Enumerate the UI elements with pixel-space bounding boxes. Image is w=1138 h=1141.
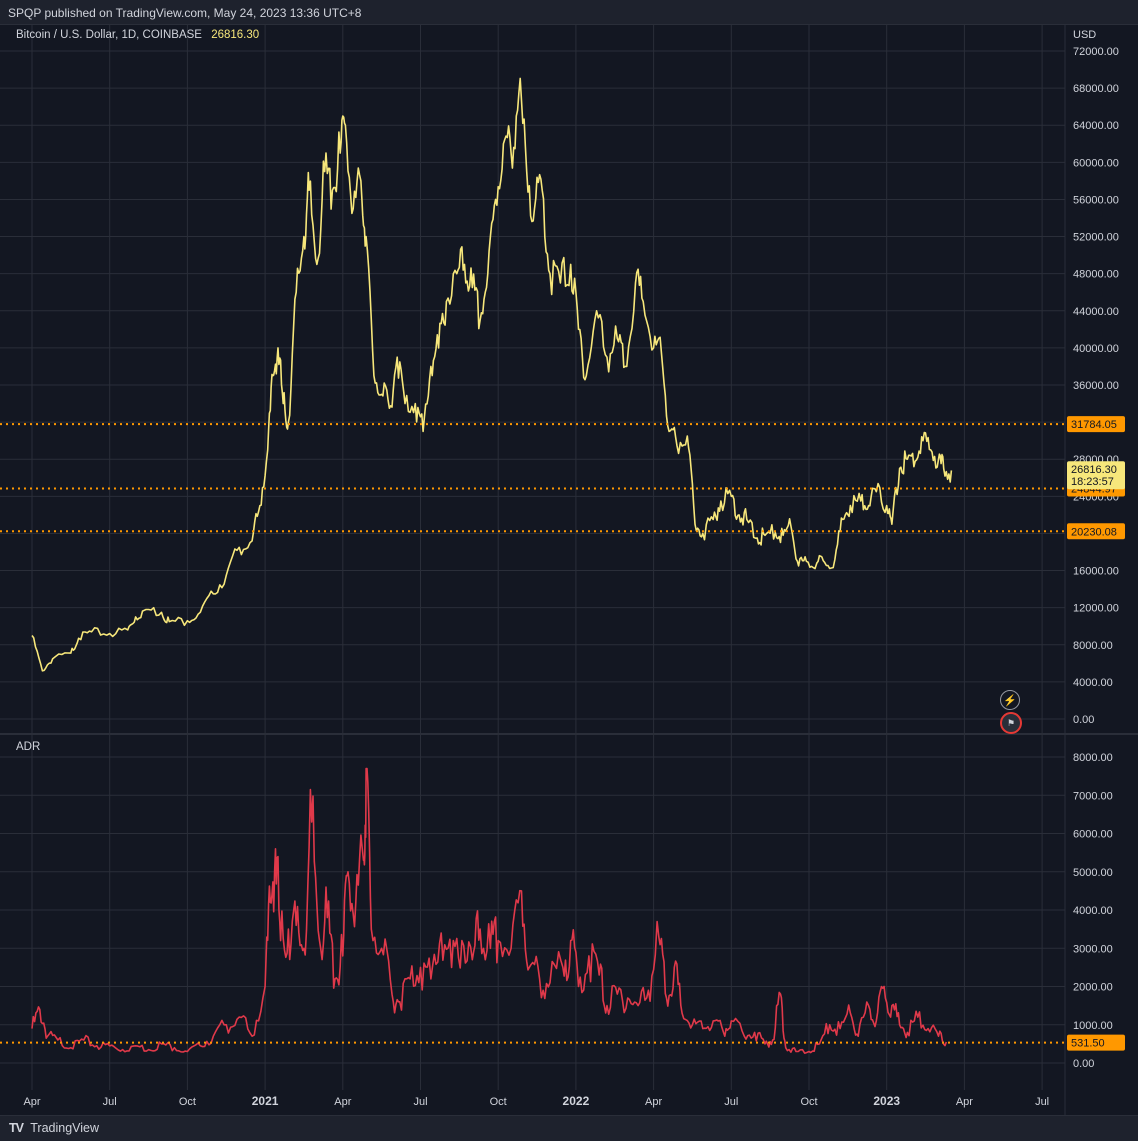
price-tick-label: 8000.00 bbox=[1073, 640, 1113, 652]
price-tick-label: 16000.00 bbox=[1073, 566, 1119, 578]
adr-level-box bbox=[1067, 1034, 1125, 1051]
price-tick-label: 12000.00 bbox=[1073, 603, 1119, 615]
x-tick-label: Jul bbox=[103, 1096, 117, 1108]
last-price-box bbox=[1067, 461, 1125, 490]
level-value: 31784.05 bbox=[1071, 419, 1117, 431]
x-tick-label: Jul bbox=[1035, 1096, 1049, 1108]
adr-tick-label: 0.00 bbox=[1073, 1058, 1094, 1070]
price-tick-label: 48000.00 bbox=[1073, 269, 1119, 281]
adr-tick-label: 8000.00 bbox=[1073, 752, 1113, 764]
x-tick-label: Oct bbox=[490, 1096, 507, 1108]
publish-info: SPQP published on TradingView.com, May 2… bbox=[8, 6, 362, 20]
adr-level-value: 531.50 bbox=[1071, 1038, 1105, 1050]
x-tick-label: Apr bbox=[23, 1096, 40, 1108]
adr-pane-label: ADR bbox=[16, 741, 41, 753]
x-tick-label: 2021 bbox=[252, 1094, 279, 1108]
x-tick-label: Apr bbox=[334, 1096, 351, 1108]
adr-tick-label: 5000.00 bbox=[1073, 867, 1113, 879]
adr-tick-label: 7000.00 bbox=[1073, 790, 1113, 802]
tradingview-brand[interactable]: TV TradingView bbox=[9, 1121, 99, 1135]
tradingview-logo-icon: TV bbox=[9, 1121, 24, 1135]
price-tick-label: 72000.00 bbox=[1073, 46, 1119, 58]
price-tick-label: 4000.00 bbox=[1073, 677, 1113, 689]
bar-countdown: 18:23:57 bbox=[1071, 476, 1114, 488]
adr-tick-label: 3000.00 bbox=[1073, 943, 1113, 955]
level-box bbox=[1067, 523, 1125, 540]
price-tick-label: 36000.00 bbox=[1073, 380, 1119, 392]
brand-text: TradingView bbox=[30, 1121, 100, 1135]
adr-tick-label: 2000.00 bbox=[1073, 982, 1113, 994]
price-series-line bbox=[31, 77, 953, 672]
price-tick-label: 64000.00 bbox=[1073, 120, 1119, 132]
x-tick-label: Jul bbox=[413, 1096, 427, 1108]
x-tick-label: Oct bbox=[800, 1096, 817, 1108]
header-bar: SPQP published on TradingView.com, May 2… bbox=[0, 0, 1138, 25]
x-tick-label: Oct bbox=[179, 1096, 196, 1108]
adr-series-line bbox=[31, 767, 948, 1054]
price-tick-label: 52000.00 bbox=[1073, 232, 1119, 244]
lightning-icon[interactable]: ⚡ bbox=[1000, 690, 1020, 710]
adr-tick-label: 4000.00 bbox=[1073, 905, 1113, 917]
x-tick-label: Jul bbox=[724, 1096, 738, 1108]
price-tick-label: 60000.00 bbox=[1073, 157, 1119, 169]
chart-canvas[interactable]: Apr Jul Oct 2021 Apr Jul Oct 2022 Apr Jul Oct 2023 A… bbox=[0, 24, 1138, 1115]
x-tick-label: 2022 bbox=[563, 1094, 590, 1108]
price-tick-label: 68000.00 bbox=[1073, 83, 1119, 95]
flag-icon[interactable]: ⚑ bbox=[1000, 712, 1022, 734]
symbol-title: Bitcoin / U.S. Dollar, 1D, COINBASE bbox=[16, 29, 202, 41]
currency-label: USD bbox=[1073, 29, 1097, 41]
price-tick-label: 44000.00 bbox=[1073, 306, 1119, 318]
price-tick-label: 40000.00 bbox=[1073, 343, 1119, 355]
x-tick-label: Apr bbox=[956, 1096, 973, 1108]
x-tick-label: Apr bbox=[645, 1096, 662, 1108]
footer-bar: TV TradingView bbox=[0, 1115, 1138, 1141]
level-value: 20230.08 bbox=[1071, 526, 1117, 538]
adr-tick-label: 1000.00 bbox=[1073, 1020, 1113, 1032]
last-price-label: 26816.30 bbox=[211, 29, 260, 41]
chart-legend[interactable]: Bitcoin / U.S. Dollar, 1D, COINBASE 2681… bbox=[16, 29, 259, 41]
price-tick-label: 0.00 bbox=[1073, 714, 1094, 726]
price-tick-label: 56000.00 bbox=[1073, 194, 1119, 206]
level-box bbox=[1067, 416, 1125, 433]
x-tick-label: 2023 bbox=[873, 1094, 900, 1108]
last-price-value: 26816.30 bbox=[1071, 464, 1117, 476]
adr-tick-label: 6000.00 bbox=[1073, 829, 1113, 841]
